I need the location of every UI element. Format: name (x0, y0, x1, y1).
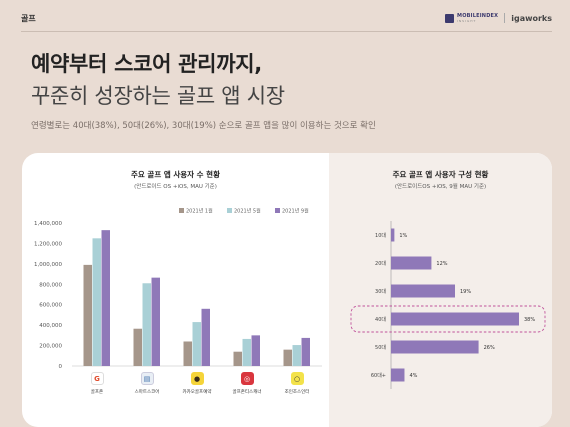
app-item: ▤ 스마트스코어 (117, 372, 177, 395)
users-chart-subtitle: (안드로이드 OS +iOS, MAU 기준) (134, 184, 217, 190)
y-tick-label: 0 (59, 364, 63, 370)
bar (292, 345, 301, 366)
bar (142, 283, 151, 366)
joins-icon: ○ (290, 372, 304, 385)
golfzon-icon: G (90, 372, 104, 385)
hbar (391, 312, 519, 326)
value-label: 4% (409, 373, 417, 379)
bar (242, 338, 251, 366)
brand-logos: MOBILEINDEX INSIGHT igaworks (445, 13, 552, 23)
app-item: ○ 조인조스인터 (267, 372, 327, 395)
bar (183, 341, 192, 366)
value-label: 12% (436, 261, 447, 267)
bar (92, 238, 101, 366)
hbar (391, 284, 455, 298)
legend-label-3: 2021년 9월 (282, 208, 309, 215)
bar (101, 230, 110, 366)
value-label: 1% (399, 233, 407, 239)
chart-card: 주요 골프 앱 사용자 수 현황 (안드로이드 OS +iOS, MAU 기준)… (22, 153, 552, 427)
value-label: 19% (460, 289, 471, 295)
y-tick-label: 600,000 (39, 303, 62, 309)
users-bar-chart: 0 200,000 400,000 600,000 800,000 1,000,000 1,… (34, 208, 322, 370)
kakaogolf-icon: ● (190, 372, 204, 385)
bar (151, 277, 160, 366)
bar (283, 349, 292, 366)
app-item: ● 카카오골프예약 (167, 372, 227, 395)
header-rule (21, 31, 552, 32)
category-label: 40대 (375, 316, 386, 323)
legend-label-1: 2021년 1월 (186, 208, 213, 215)
y-tick-label: 800,000 (39, 282, 62, 288)
app-label: 골프존 (90, 390, 104, 395)
composition-hbar-chart: 10대 1% 20대 12% 30대 19% 40대 38% 50대 26% 60대+ 4% (350, 221, 546, 389)
app-label: 조인조스인터 (284, 390, 310, 395)
headline-line-1: 예약부터 스코어 관리까지, (31, 52, 262, 76)
app-item: G 골프존 (67, 372, 127, 395)
app-label: 스마트스코어 (134, 390, 160, 395)
category-label: 10대 (375, 232, 386, 239)
mobileindex-logo-text: MOBILEINDEX (457, 12, 499, 19)
mobileindex-icon (445, 13, 455, 23)
y-tick-label: 1,000,000 (34, 262, 62, 268)
bar (251, 335, 260, 366)
legend-swatch (179, 208, 184, 213)
logo-divider (504, 13, 506, 23)
hbar (391, 256, 432, 270)
category-label: 60대+ (371, 372, 386, 379)
legend-swatch (275, 208, 280, 213)
y-tick-label: 1,400,000 (34, 221, 62, 227)
category-label: 30대 (375, 288, 386, 295)
value-label: 26% (484, 345, 495, 351)
teescanner-icon: ◎ (240, 372, 254, 385)
legend-swatch (227, 208, 232, 213)
app-item: ◎ 골프존티스캐너 (217, 372, 277, 395)
value-label: 38% (524, 317, 535, 323)
hbar (391, 340, 479, 354)
section-label: 골프 (21, 14, 36, 23)
app-label: 골프존티스캐너 (232, 390, 262, 395)
highlight-frame (350, 305, 546, 333)
category-label: 50대 (375, 344, 386, 351)
app-label: 카카오골프예약 (182, 390, 212, 395)
bar (133, 328, 142, 366)
smartscore-icon: ▤ (140, 372, 154, 385)
bar (83, 264, 92, 366)
category-label: 20대 (375, 260, 386, 267)
headline-subtitle: 연령별로는 40대(38%), 50대(26%), 30대(19%) 순으로 골… (31, 121, 376, 131)
bar (233, 351, 242, 366)
y-tick-label: 400,000 (39, 323, 62, 329)
composition-chart-subtitle: (안드로이드OS +iOS, 9월 MAU 기준) (394, 184, 487, 190)
users-chart-title: 주요 골프 앱 사용자 수 현황 (131, 170, 220, 179)
top-bar: 골프 MOBILEINDEX INSIGHT igaworks (0, 0, 570, 38)
mobileindex-logo-subtext: INSIGHT (457, 18, 477, 23)
y-tick-label: 200,000 (39, 344, 62, 350)
hbar (391, 228, 395, 242)
legend-label-2: 2021년 5월 (234, 208, 261, 215)
headline-line-2: 꾸준히 성장하는 골프 앱 시장 (31, 84, 285, 108)
mobileindex-logo: MOBILEINDEX INSIGHT (445, 12, 499, 23)
y-tick-label: 1,200,000 (34, 241, 62, 247)
hbar (391, 368, 405, 382)
bar (301, 337, 310, 366)
bar (192, 322, 201, 366)
composition-chart-title: 주요 골프 앱 사용자 구성 현황 (392, 170, 489, 179)
igaworks-logo: igaworks (511, 13, 552, 23)
bar (201, 308, 210, 366)
